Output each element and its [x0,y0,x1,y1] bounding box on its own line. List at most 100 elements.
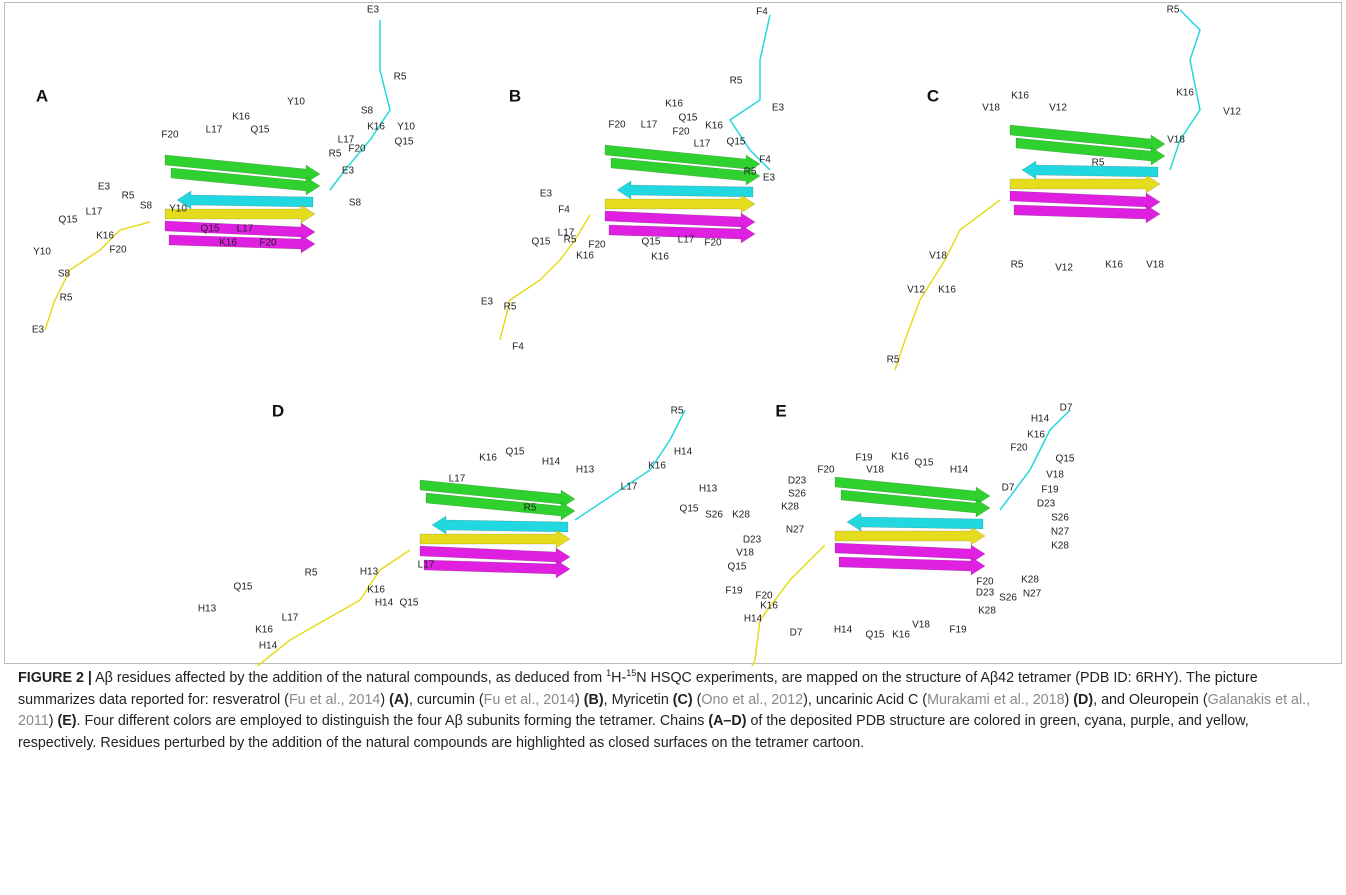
residue-label: V12 [907,285,925,296]
residue-label: K16 [1027,430,1045,441]
residue-label: R5 [122,191,135,202]
residue-label: F20 [608,120,626,131]
residue-label: F20 [259,238,277,249]
coil [500,215,590,340]
residue-label: K16 [938,285,956,296]
residue-label: F20 [588,240,606,251]
panel-label: E [775,401,786,420]
residue-label: Y10 [169,204,187,215]
residue-label: S8 [361,106,374,117]
residue-label: R5 [394,72,407,83]
residue-label: K16 [232,112,250,123]
residue-label: R5 [329,149,342,160]
residue-label: E3 [32,325,45,336]
residue-label: F4 [756,7,768,18]
citation[interactable]: Murakami et al., 2018 [927,692,1064,708]
residue-label: R5 [1011,260,1024,271]
caption-text: ), uncarinic Acid C ( [803,692,927,708]
residue-label: L17 [558,228,575,239]
beta-strand [835,527,985,545]
residue-label: V18 [866,465,884,476]
beta-strand [424,560,570,578]
residue-label: R5 [60,293,73,304]
residue-label: V12 [1049,103,1067,114]
residue-label: N27 [1051,527,1070,538]
residue-label: F20 [161,130,179,141]
residue-label: K16 [96,231,114,242]
residue-label: F4 [512,342,524,353]
citation[interactable]: Fu et al., 2014 [289,692,380,708]
residue-label: E3 [98,182,111,193]
residue-label: F4 [759,155,771,166]
residue-label: H14 [950,465,969,476]
residue-label: S26 [999,593,1017,604]
residue-label: K16 [892,630,910,641]
caption-text: 15 [626,668,636,678]
residue-label: E3 [540,189,553,200]
residue-label: F20 [109,245,127,256]
residue-label: S8 [349,198,362,209]
residue-label: D23 [1037,499,1056,510]
residue-label: K16 [891,452,909,463]
residue-label: R5 [305,568,318,579]
residue-label: F20 [976,577,994,588]
residue-label: K16 [760,601,778,612]
residue-label: N27 [786,525,805,536]
residue-label: L17 [694,139,711,150]
residue-label: D23 [743,535,762,546]
beta-strand [839,557,985,575]
residue-label: L17 [449,474,466,485]
residue-label: R5 [1167,5,1180,16]
beta-strand [169,235,315,253]
residue-label: L17 [418,560,435,571]
residue-label: K16 [255,625,273,636]
residue-label: Q15 [201,224,220,235]
residue-label: Q15 [866,630,885,641]
beta-strand [1010,175,1160,193]
residue-label: H14 [542,457,561,468]
residue-label: K16 [648,461,666,472]
caption-text: ) [1065,692,1074,708]
residue-label: Y10 [287,97,305,108]
residue-label: V18 [1167,135,1185,146]
panel-label: C [927,86,939,105]
residue-label: E3 [367,5,380,16]
residue-label: Q15 [251,125,270,136]
residue-label: F20 [348,144,366,155]
residue-label: Q15 [679,113,698,124]
caption-text: ) [380,692,389,708]
residue-label: D7 [1002,483,1015,494]
residue-label: Y10 [397,122,415,133]
coil [740,545,825,666]
residue-label: R5 [887,355,900,366]
residue-label: V12 [1055,263,1073,274]
residue-label: S8 [140,201,153,212]
residue-label: V18 [982,103,1000,114]
residue-label: Q15 [728,562,747,573]
residue-label: E3 [772,103,785,114]
beta-strand [420,530,570,548]
residue-label: V18 [1046,470,1064,481]
caption-label: FIGURE 2 | [18,670,92,686]
residue-label: Q15 [1056,454,1075,465]
residue-label: Q15 [234,582,253,593]
residue-label: S26 [788,489,806,500]
residue-label: F4 [558,205,570,216]
residue-label: K16 [705,121,723,132]
citation[interactable]: Fu et al., 2014 [484,692,575,708]
residue-label: H13 [576,465,595,476]
residue-label: L17 [621,482,638,493]
citation[interactable]: Ono et al., 2012 [701,692,803,708]
residue-label: H14 [1031,414,1050,425]
residue-label: Q15 [727,137,746,148]
residue-label: F19 [725,586,743,597]
residue-label: R5 [730,76,743,87]
residue-label: Q15 [506,447,525,458]
residue-label: K16 [367,585,385,596]
residue-label: K28 [1051,541,1069,552]
residue-label: V18 [912,620,930,631]
caption-text: , Myricetin [604,692,673,708]
residue-label: S8 [58,269,71,280]
residue-label: F19 [949,625,967,636]
residue-label: R5 [504,302,517,313]
